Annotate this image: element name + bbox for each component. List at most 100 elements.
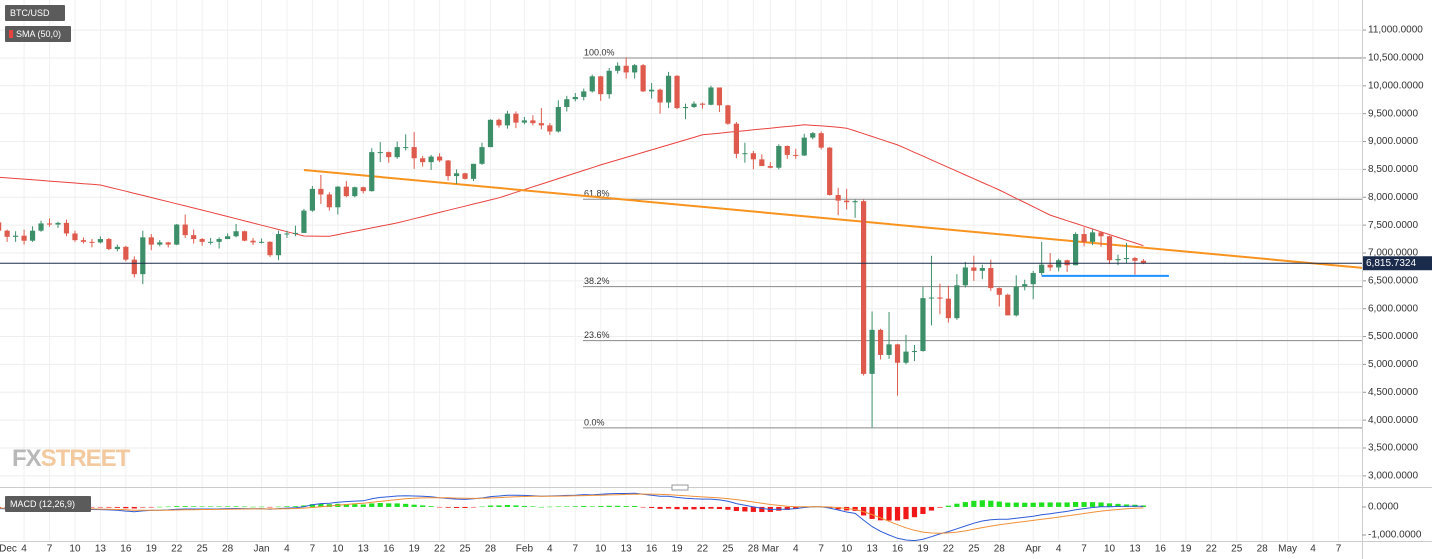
candle-body bbox=[394, 147, 400, 158]
candle-body bbox=[1013, 286, 1019, 316]
x-tick-label: 28 bbox=[222, 544, 234, 555]
macd-histogram-bar bbox=[411, 504, 417, 507]
candle-body bbox=[767, 166, 773, 168]
candle-body bbox=[996, 288, 1002, 295]
y-tick-label: 5,500.0000 bbox=[1368, 331, 1418, 342]
candle-body bbox=[301, 210, 307, 233]
x-tick-label: 19 bbox=[1180, 544, 1192, 555]
candle-body bbox=[1005, 294, 1011, 316]
watermark: FXSTREET bbox=[12, 445, 131, 472]
legend-entry: SMA (50,0) bbox=[16, 29, 61, 39]
candle-body bbox=[538, 123, 544, 126]
candle-body bbox=[1081, 234, 1087, 242]
macd-histogram-bar bbox=[886, 506, 892, 521]
x-tick-label: 22 bbox=[434, 544, 446, 555]
fib-label: 38.2% bbox=[584, 276, 610, 286]
x-tick-label: 13 bbox=[95, 544, 107, 555]
candle-body bbox=[462, 173, 468, 179]
macd-histogram-bar bbox=[674, 506, 680, 510]
candle-body bbox=[954, 285, 960, 319]
candle-body bbox=[470, 163, 477, 179]
candle-body bbox=[479, 147, 485, 164]
candle-body bbox=[233, 231, 239, 237]
macd-histogram-bar bbox=[937, 506, 943, 508]
y-tick-label: 9,500.0000 bbox=[1368, 108, 1418, 119]
macd-histogram-bar bbox=[114, 506, 120, 508]
macd-histogram-bar bbox=[835, 506, 841, 510]
macd-histogram-bar bbox=[318, 503, 324, 507]
x-tick-label: Feb bbox=[516, 544, 534, 555]
candle-body bbox=[1115, 259, 1121, 261]
candle-body bbox=[191, 235, 197, 240]
macd-histogram-bar bbox=[208, 506, 214, 508]
candle-body bbox=[979, 268, 985, 271]
x-tick-label: 22 bbox=[171, 544, 183, 555]
candle-body bbox=[131, 259, 137, 275]
candle-body bbox=[106, 239, 112, 250]
candle-body bbox=[199, 239, 205, 242]
candle-body bbox=[165, 242, 171, 245]
macd-histogram-bar bbox=[1140, 505, 1147, 507]
macd-histogram-bar bbox=[750, 506, 756, 512]
y-tick-label: 10,000.0000 bbox=[1368, 80, 1424, 91]
candle-body bbox=[1039, 264, 1045, 274]
candle-body bbox=[699, 103, 706, 105]
macd-histogram-bar bbox=[182, 506, 188, 507]
candle-body bbox=[403, 147, 409, 149]
candle-body bbox=[284, 233, 290, 235]
x-tick-label: 10 bbox=[69, 544, 81, 555]
x-tick-label: 28 bbox=[748, 544, 760, 555]
macd-line bbox=[0, 492, 1144, 542]
y-tick-label: 9,000.0000 bbox=[1368, 136, 1418, 147]
candle-body bbox=[1140, 260, 1147, 264]
macd-histogram-bar bbox=[1123, 504, 1130, 507]
macd-histogram-bar bbox=[360, 504, 366, 507]
macd-legend: MACD (12,26,9) bbox=[10, 499, 75, 509]
macd-histogram-bar bbox=[165, 506, 171, 508]
watermark-part: STREET bbox=[41, 445, 131, 472]
candle-body bbox=[742, 153, 748, 155]
candle-body bbox=[318, 188, 324, 195]
candle-body bbox=[335, 186, 341, 208]
x-tick-label: 10 bbox=[595, 544, 607, 555]
macd-histogram-bar bbox=[920, 506, 926, 515]
macd-histogram-bar bbox=[1073, 501, 1079, 507]
y-tick-label: 6,500.0000 bbox=[1368, 275, 1418, 286]
macd-histogram-bar bbox=[538, 506, 544, 508]
legend-title: BTC/USD bbox=[10, 8, 50, 18]
legend-box bbox=[5, 5, 65, 21]
macd-histogram-bar bbox=[352, 504, 358, 507]
candle-body bbox=[38, 223, 44, 231]
macd-histogram-bar bbox=[420, 505, 426, 507]
x-tick-label: 10 bbox=[1104, 544, 1116, 555]
candle-body bbox=[521, 120, 527, 123]
y-tick-label: 4,500.0000 bbox=[1368, 387, 1418, 398]
candle-body bbox=[377, 152, 383, 154]
candle-body bbox=[606, 70, 612, 95]
macd-histogram-bar bbox=[89, 506, 95, 508]
candle-body bbox=[182, 224, 188, 236]
macd-histogram-bar bbox=[903, 506, 909, 520]
macd-histogram-bar bbox=[174, 506, 180, 507]
macd-histogram-bar bbox=[733, 506, 739, 511]
macd-histogram-bar bbox=[233, 506, 239, 507]
watermark-part: FX bbox=[12, 445, 42, 472]
macd-histogram-bar bbox=[708, 506, 714, 509]
candle-body bbox=[725, 105, 731, 124]
candle-body bbox=[623, 65, 629, 73]
candle-body bbox=[572, 96, 578, 100]
candle-body bbox=[962, 267, 968, 286]
y-tick-label: 7,000.0000 bbox=[1368, 248, 1418, 259]
macd-histogram-bar bbox=[928, 506, 935, 511]
candle-body bbox=[971, 267, 977, 271]
macd-histogram-bar bbox=[1089, 502, 1096, 507]
x-tick-label: 4 bbox=[21, 544, 27, 555]
x-tick-label: Mar bbox=[762, 544, 780, 555]
macd-histogram-bar bbox=[148, 506, 154, 508]
candle-body bbox=[148, 237, 154, 245]
macd-histogram-bar bbox=[632, 505, 638, 507]
macd-histogram-bar bbox=[996, 501, 1002, 507]
candle-body bbox=[615, 65, 621, 71]
